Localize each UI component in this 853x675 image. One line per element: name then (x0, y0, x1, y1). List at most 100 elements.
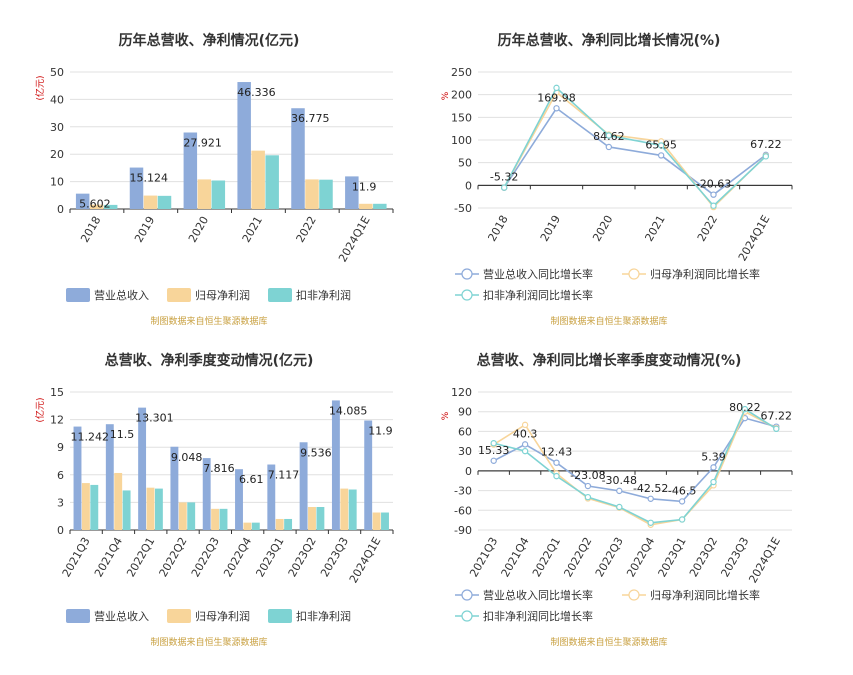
point-3-2019 (553, 84, 560, 92)
legend-swatch (167, 609, 191, 623)
data-label: 46.336 (237, 86, 276, 99)
data-label: -46.5 (668, 484, 696, 497)
chart-title: 总营收、净利季度变动情况(亿元) (105, 352, 314, 369)
y-tick-label: 30 (458, 445, 472, 458)
data-label: 11.242 (71, 431, 110, 444)
legend-item-2[interactable]: 归母净利润同比增长率 (622, 588, 760, 602)
series-line-3 (493, 407, 777, 524)
x-tick-label: 2024Q1E (736, 213, 773, 263)
unit-label: % (441, 411, 451, 420)
data-label: 40.3 (513, 427, 538, 440)
legend-label: 归母净利润 (195, 609, 250, 623)
data-label: 11.5 (110, 428, 135, 441)
bar-3-2021Q3 (90, 484, 99, 530)
point-3-2024Q1E (762, 153, 770, 160)
point-3-2021 (657, 142, 665, 149)
legend-item-1[interactable]: 营业总收入 (66, 609, 149, 623)
x-tick-label: 2019 (132, 214, 157, 245)
legend-item-2[interactable]: 归母净利润同比增长率 (622, 267, 760, 281)
legend-item-3[interactable]: 扣非净利润同比增长率 (455, 609, 593, 623)
point-3-2022Q2 (584, 493, 592, 501)
x-tick-label: 2021 (643, 213, 668, 244)
series-line-2 (493, 410, 777, 526)
bar-3-2018 (103, 204, 118, 209)
legend-item-1[interactable]: 营业总收入 (66, 288, 149, 302)
bar-2-2018 (89, 204, 104, 209)
point-1-2019 (553, 105, 560, 112)
x-tick-label: 2022Q2 (157, 535, 190, 579)
y-tick-label: 20 (50, 148, 64, 161)
point-1-2023Q1 (678, 498, 686, 505)
x-tick-label: 2023Q1 (253, 535, 286, 579)
bar-2-2024Q1E (372, 512, 381, 530)
point-1-2022Q2 (584, 482, 592, 490)
x-tick-label: 2020 (186, 214, 211, 245)
bar-2-2023Q3 (340, 488, 349, 530)
legend-swatch (268, 609, 292, 623)
x-tick-label: 2023Q2 (687, 535, 720, 579)
y-tick-label: 60 (458, 425, 472, 438)
bar-3-2023Q3 (348, 489, 357, 530)
point-2-2021Q4 (521, 421, 529, 429)
x-tick-label: 2022 (695, 213, 720, 244)
bar-3-2020 (211, 180, 226, 209)
y-tick-label: 250 (451, 66, 472, 79)
data-label: 65.95 (645, 138, 677, 151)
legend-swatch (66, 609, 90, 623)
data-label: -42.52 (633, 482, 668, 495)
legend-marker (461, 589, 473, 601)
x-tick-label: 2023Q2 (286, 535, 319, 579)
data-label: 9.048 (171, 451, 203, 464)
point-1-2022Q1 (553, 459, 560, 466)
x-tick-label: 2019 (538, 213, 563, 244)
x-tick-label: 2018 (78, 214, 103, 245)
y-tick-label: 150 (451, 111, 472, 124)
x-tick-label: 2018 (486, 213, 511, 244)
y-tick-label: 6 (57, 469, 64, 482)
y-tick-label: 0 (57, 203, 64, 216)
point-1-2022 (710, 191, 717, 198)
x-tick-label: 2021Q4 (499, 535, 532, 579)
bar-2-2023Q2 (308, 507, 316, 530)
legend-swatch (167, 288, 191, 302)
legend-swatch (268, 288, 292, 302)
point-3-2018 (500, 184, 508, 191)
x-tick-label: 2022Q1 (124, 535, 157, 579)
legend-item-3[interactable]: 扣非净利润 (268, 609, 351, 623)
bar-2-2022Q2 (178, 502, 187, 530)
legend-item-1[interactable]: 营业总收入同比增长率 (455, 588, 593, 602)
y-tick-label: 120 (451, 386, 472, 399)
series-line-3 (503, 86, 767, 207)
bar-2-2022Q4 (243, 522, 252, 530)
bar-2-2021Q3 (81, 483, 90, 530)
y-tick-label: 0 (465, 179, 472, 192)
data-label: -23.08 (570, 469, 605, 482)
bar-3-2021Q4 (122, 490, 131, 530)
y-tick-label: 90 (458, 406, 472, 419)
legend-item-2[interactable]: 归母净利润 (167, 288, 250, 302)
bar-1-2021Q3 (73, 426, 82, 530)
bar-3-2022Q3 (219, 508, 228, 530)
bar-1-2024Q1E (364, 420, 373, 530)
legend-marker (461, 289, 473, 301)
y-tick-label: 50 (458, 157, 472, 170)
legend-label: 扣非净利润同比增长率 (483, 288, 593, 302)
legend-item-3[interactable]: 扣非净利润 (268, 288, 351, 302)
y-tick-label: 50 (50, 66, 64, 79)
bar-1-2022Q4 (235, 469, 243, 530)
data-label: 14.085 (329, 404, 368, 417)
legend-item-2[interactable]: 归母净利润 (167, 609, 250, 623)
legend-item-1[interactable]: 营业总收入同比增长率 (455, 267, 593, 281)
x-tick-label: 2021Q3 (60, 535, 93, 579)
bar-3-2022Q4 (251, 522, 260, 530)
legend-item-3[interactable]: 扣非净利润同比增长率 (455, 288, 593, 302)
data-label: 13.301 (135, 412, 174, 425)
data-label: 5.39 (701, 450, 726, 463)
point-1-2021Q4 (521, 441, 529, 448)
data-label: 84.62 (593, 130, 625, 143)
point-3-2020 (605, 132, 613, 139)
data-label: 11.9 (368, 425, 393, 438)
series-line-1 (503, 107, 767, 196)
series-line-1 (493, 417, 777, 503)
